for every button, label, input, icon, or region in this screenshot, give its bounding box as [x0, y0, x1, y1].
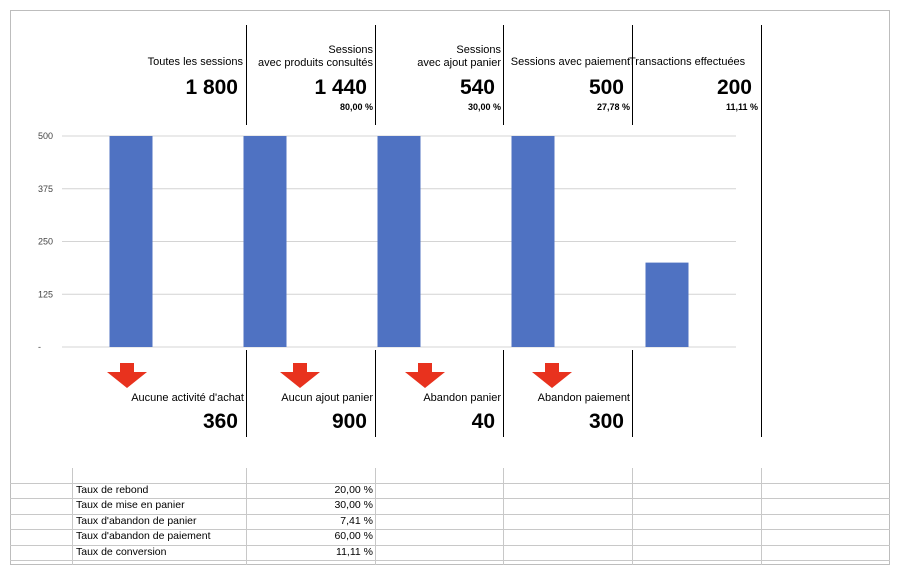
- stage-value: 200: [716, 76, 752, 99]
- dropoff-value: 900: [331, 410, 367, 433]
- column-divider: [503, 25, 504, 125]
- rate-label: Taux de mise en panier: [76, 499, 185, 511]
- stage-label-line: Transactions effectuées: [629, 56, 746, 68]
- down-arrow-icon: [532, 363, 572, 388]
- y-tick-label: 375: [38, 184, 53, 194]
- table-gridline: [632, 468, 633, 565]
- down-arrow-icon: [280, 363, 320, 388]
- stage-label: Sessions avec produits consultés: [243, 44, 373, 70]
- stage-label-line: Toutes les sessions: [147, 56, 243, 68]
- dropoff-value: 360: [202, 410, 238, 433]
- rate-label: Taux d'abandon de panier: [76, 515, 197, 527]
- table-gridline: [72, 468, 73, 565]
- dropoff-label: Abandon panier: [423, 392, 501, 404]
- down-arrow-icon: [107, 363, 147, 388]
- rate-value: 30,00 %: [334, 499, 373, 511]
- column-divider: [375, 25, 376, 125]
- funnel-bar: [109, 136, 153, 347]
- stage-percent: 11,11 %: [725, 102, 758, 112]
- column-divider: [375, 350, 376, 437]
- rate-label: Taux d'abandon de paiement: [76, 530, 211, 542]
- table-gridline: [246, 468, 247, 565]
- stage-label-line: Sessions: [456, 44, 501, 56]
- table-gridline: [761, 468, 762, 565]
- column-divider: [246, 25, 247, 125]
- stage-percent: 27,78 %: [596, 102, 630, 112]
- table-gridline: [10, 545, 890, 546]
- dropoff-value: 40: [471, 410, 495, 433]
- dropoff-label: Abandon paiement: [537, 392, 630, 404]
- sheet-frame: [10, 10, 890, 565]
- rate-label: Taux de rebond: [76, 484, 149, 496]
- stage-percent: 80,00 %: [339, 102, 373, 112]
- table-gridline: [503, 468, 504, 565]
- table-gridline: [10, 514, 890, 515]
- table-gridline: [10, 483, 890, 484]
- rate-value: 20,00 %: [334, 484, 373, 496]
- dropoff-label: Aucune activité d'achat: [131, 392, 244, 404]
- y-tick-label: 500: [38, 131, 53, 141]
- stage-label-line: avec produits consultés: [258, 57, 373, 69]
- funnel-bar: [645, 262, 689, 347]
- rate-value: 7,41 %: [340, 515, 373, 527]
- column-divider: [632, 350, 633, 437]
- y-tick-label: -: [38, 342, 41, 352]
- stage-percent: 30,00 %: [467, 102, 501, 112]
- stage-label: Sessions avec paiement: [500, 56, 630, 69]
- stage-label: Toutes les sessions: [113, 56, 243, 69]
- column-divider: [632, 25, 633, 125]
- table-gridline: [10, 560, 890, 561]
- stage-value: 500: [588, 76, 624, 99]
- stage-label: Sessions avec ajout panier: [371, 44, 501, 70]
- y-tick-label: 125: [38, 289, 53, 299]
- column-divider: [246, 350, 247, 437]
- stage-label: Transactions effectuées: [629, 56, 761, 69]
- rate-value: 11,11 %: [336, 546, 373, 558]
- stage-value: 540: [459, 76, 495, 99]
- funnel-bar: [511, 136, 555, 347]
- funnel-bar: [243, 136, 287, 347]
- stage-label-line: Sessions: [328, 44, 373, 56]
- stage-label-line: Sessions avec paiement: [510, 56, 630, 68]
- rate-label: Taux de conversion: [76, 546, 167, 558]
- table-gridline: [10, 529, 890, 530]
- stage-value: 1 440: [314, 76, 367, 99]
- stage-value: 1 800: [185, 76, 238, 99]
- column-divider: [503, 350, 504, 437]
- funnel-bar: [377, 136, 421, 347]
- stage-label-line: avec ajout panier: [417, 57, 501, 69]
- rate-value: 60,00 %: [334, 530, 373, 542]
- down-arrow-icon: [405, 363, 445, 388]
- table-gridline: [10, 498, 890, 499]
- table-gridline: [375, 468, 376, 565]
- dropoff-value: 300: [588, 410, 624, 433]
- dropoff-label: Aucun ajout panier: [281, 392, 373, 404]
- column-divider: [761, 25, 762, 437]
- y-tick-label: 250: [38, 237, 53, 247]
